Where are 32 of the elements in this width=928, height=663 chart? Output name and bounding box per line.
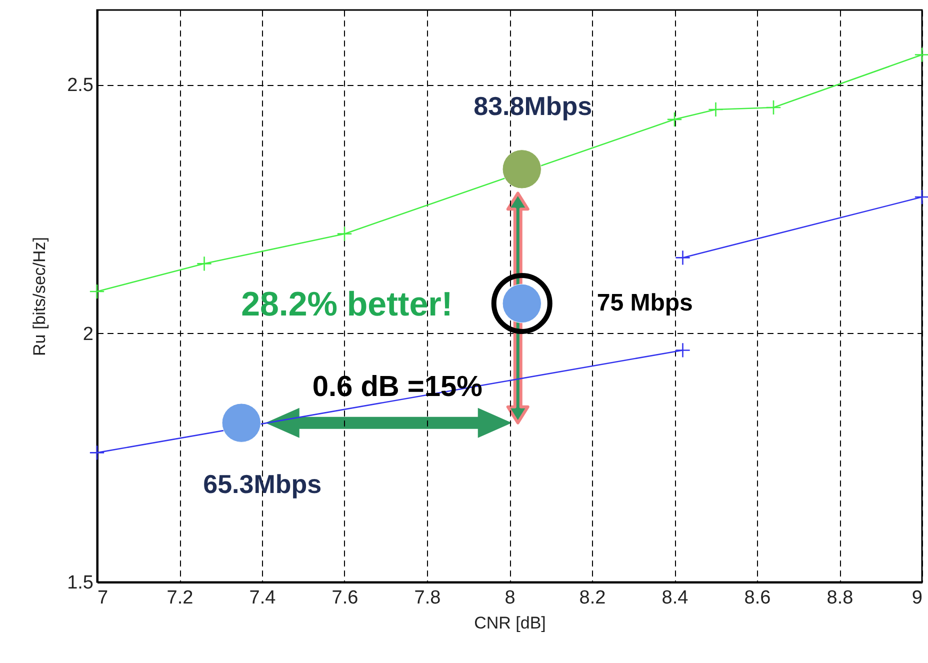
x-tick-label: 8: [504, 588, 516, 608]
point: [336, 226, 352, 242]
point: [666, 112, 682, 128]
x-tick-label: 8.8: [826, 588, 854, 608]
x-tick-label: 7.8: [414, 588, 441, 608]
x-tick-label: 7: [98, 588, 108, 608]
annotation: 28.2% better!: [241, 285, 453, 324]
x-tick-label: 9: [912, 588, 922, 608]
y-tick-label: 1.5: [67, 572, 94, 594]
x-tick-label: 7.6: [332, 588, 358, 608]
x-tick-label: 8.6: [744, 588, 771, 608]
y-axis-title: Ru [bits/sec/Hz]: [30, 236, 50, 356]
x-tick-label: 7.2: [166, 588, 194, 608]
point: [89, 444, 105, 460]
annotation: 65.3Mbps: [203, 468, 322, 499]
point: [675, 342, 690, 358]
point: [196, 256, 212, 272]
y-tick-label: 2.5: [67, 75, 94, 96]
point: [222, 403, 261, 442]
x-tick-label: 8.4: [662, 588, 689, 608]
annotation: 75 Mbps: [596, 289, 693, 316]
x-tick-label: 8.2: [579, 588, 606, 608]
point: [675, 250, 690, 266]
point: [708, 102, 724, 118]
annotation: 83.8Mbps: [474, 91, 592, 122]
point: [766, 100, 782, 116]
point: [914, 189, 928, 205]
x-axis-title: CNR [dB]: [474, 614, 546, 632]
point: [502, 150, 542, 189]
point: [89, 284, 105, 300]
x-tick-label: 7.4: [249, 588, 276, 608]
y-tick-label: 2: [82, 324, 94, 345]
